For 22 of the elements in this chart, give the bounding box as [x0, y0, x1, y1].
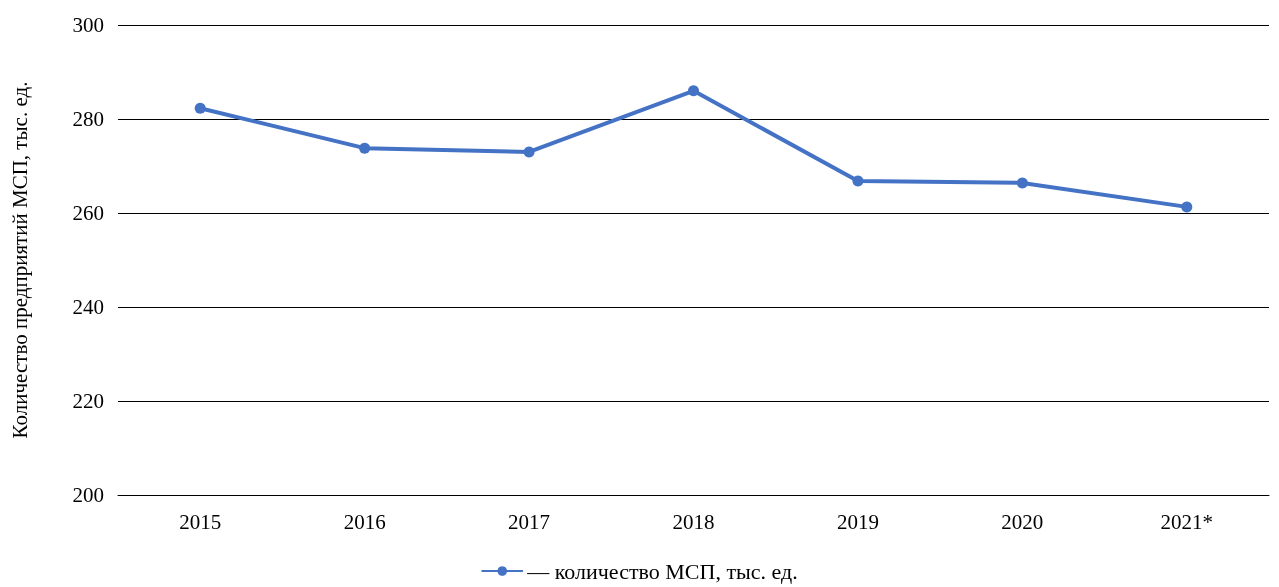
- x-tick-label: 2021*: [1160, 509, 1214, 534]
- x-tick-label: 2016: [343, 509, 386, 534]
- point: [359, 142, 371, 154]
- y-tick-label: 220: [72, 389, 104, 413]
- x-tick-label: 2019: [836, 509, 879, 534]
- point: [1181, 201, 1193, 213]
- legend-label: — количество МСП, тыс. ед.: [526, 558, 798, 584]
- point: [523, 146, 535, 158]
- x-tick-label: 2018: [672, 509, 715, 534]
- x-tick-label: 2017: [508, 509, 551, 534]
- y-tick-label: 240: [72, 295, 104, 319]
- y-axis-title: Количество предприятий МСП, тыс. ед.: [7, 81, 32, 439]
- y-tick-label: 200: [72, 483, 104, 507]
- x-tick-label: 2015: [179, 509, 222, 534]
- point: [852, 175, 864, 187]
- point: [1016, 177, 1028, 189]
- y-tick-label: 300: [72, 13, 104, 37]
- x-tick-label: 2020: [1001, 509, 1044, 534]
- y-tick-label: 260: [72, 201, 104, 225]
- point: [194, 102, 206, 114]
- y-tick-label: 280: [72, 107, 104, 131]
- point: [688, 85, 699, 97]
